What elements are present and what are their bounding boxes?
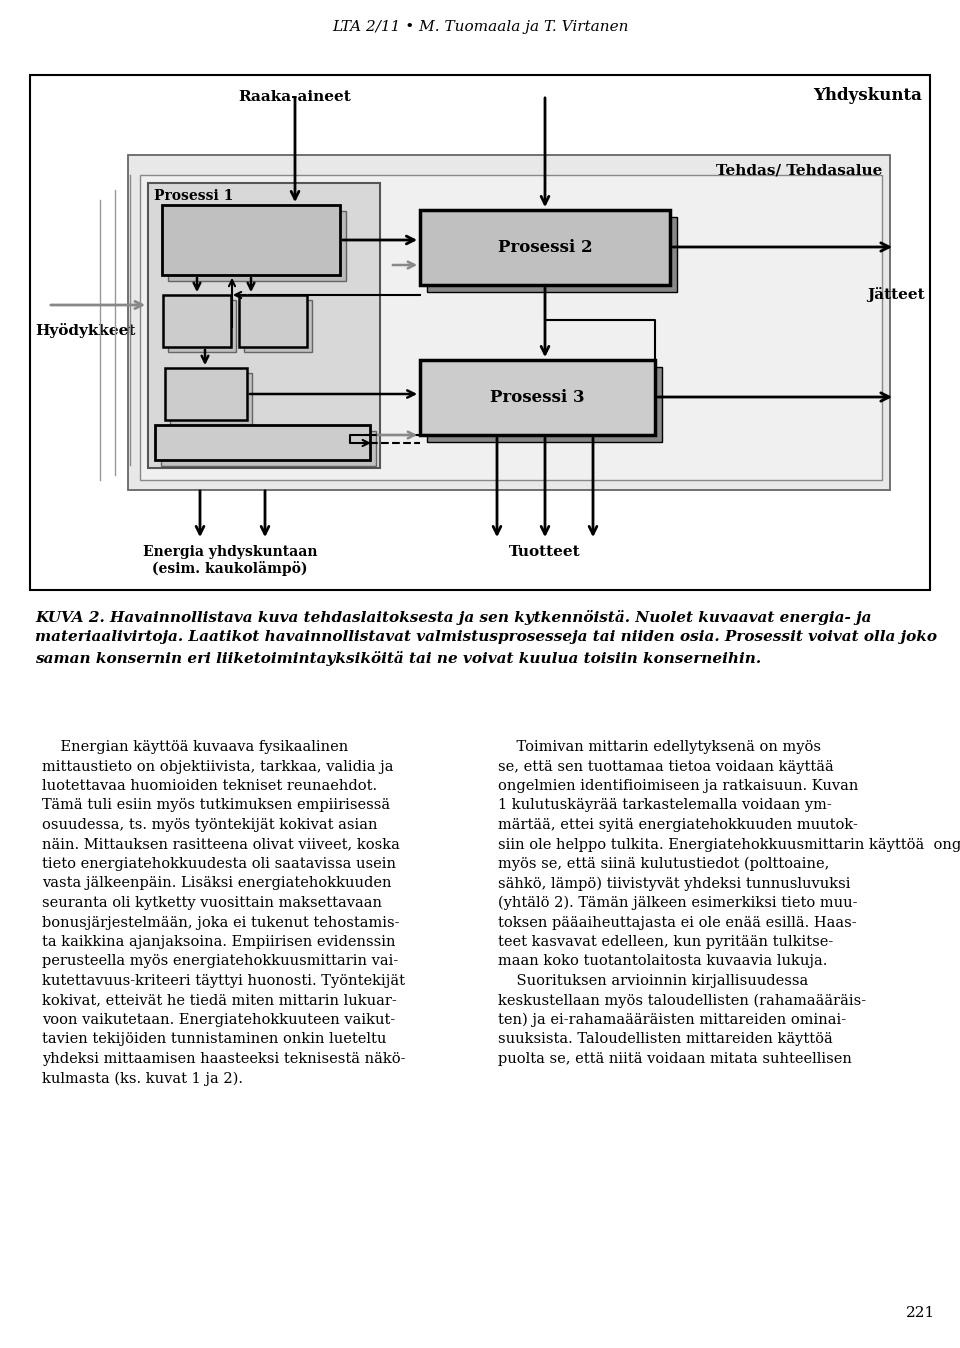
Bar (239, 295, 307, 346)
Text: puolta se, että niitä voidaan mitata suhteellisen: puolta se, että niitä voidaan mitata suh… (498, 1051, 852, 1066)
Text: Energian käyttöä kuvaava fysikaalinen: Energian käyttöä kuvaava fysikaalinen (42, 740, 348, 754)
Bar (427, 367, 662, 442)
Text: Jätteet: Jätteet (868, 287, 925, 302)
Bar (30, 75, 930, 590)
Text: maan koko tuotantolaitosta kuvaavia lukuja.: maan koko tuotantolaitosta kuvaavia luku… (498, 954, 828, 968)
Text: Prosessi 3: Prosessi 3 (491, 390, 585, 406)
Text: LTA 2/11 • M. Tuomaala ja T. Virtanen: LTA 2/11 • M. Tuomaala ja T. Virtanen (332, 20, 628, 34)
Bar (168, 212, 346, 280)
Text: Raaka-aineet: Raaka-aineet (239, 90, 351, 104)
Text: ongelmien identifioimiseen ja ratkaisuun. Kuvan: ongelmien identifioimiseen ja ratkaisuun… (498, 779, 858, 793)
Text: Tämä tuli esiin myös tutkimuksen empiirisessä: Tämä tuli esiin myös tutkimuksen empiiri… (42, 798, 390, 813)
Text: kulmasta (ks. kuvat 1 ja 2).: kulmasta (ks. kuvat 1 ja 2). (42, 1072, 243, 1086)
Text: Prosessi 1: Prosessi 1 (154, 189, 233, 204)
Bar (170, 373, 252, 425)
Text: Yhdyskunta: Yhdyskunta (813, 88, 922, 104)
Bar (140, 175, 882, 480)
Text: osuudessa, ts. myös työntekijät kokivat asian: osuudessa, ts. myös työntekijät kokivat … (42, 818, 377, 832)
Text: perusteella myös energiatehokkuusmittarin vai-: perusteella myös energiatehokkuusmittari… (42, 954, 398, 968)
Text: tavien tekijöiden tunnistaminen onkin lueteltu: tavien tekijöiden tunnistaminen onkin lu… (42, 1033, 386, 1046)
Bar (420, 360, 655, 435)
Text: ta kaikkina ajanjaksoina. Empiirisen evidenssin: ta kaikkina ajanjaksoina. Empiirisen evi… (42, 936, 396, 949)
Text: (yhtälö 2). Tämän jälkeen esimerkiksi tieto muu-: (yhtälö 2). Tämän jälkeen esimerkiksi ti… (498, 896, 857, 910)
Text: 1 kulutuskäyrää tarkastelemalla voidaan ym-: 1 kulutuskäyrää tarkastelemalla voidaan … (498, 798, 831, 813)
Bar (168, 301, 236, 352)
Text: Toimivan mittarin edellytyksenä on myös: Toimivan mittarin edellytyksenä on myös (498, 740, 821, 754)
Text: myös se, että siinä kulutustiedot (polttoaine,: myös se, että siinä kulutustiedot (poltt… (498, 857, 829, 871)
Bar (161, 431, 376, 466)
Text: kutettavuus-kriteeri täyttyi huonosti. Työntekijät: kutettavuus-kriteeri täyttyi huonosti. T… (42, 975, 405, 988)
Text: luotettavaa huomioiden tekniset reunaehdot.: luotettavaa huomioiden tekniset reunaehd… (42, 779, 377, 793)
Text: sähkö, lämpö) tiivistyvät yhdeksi tunnusluvuksi: sähkö, lämpö) tiivistyvät yhdeksi tunnus… (498, 876, 851, 891)
Text: siin ole helppo tulkita. Energiatehokkuusmittarin käyttöä  ongelmanratkaisijana : siin ole helppo tulkita. Energiatehokkuu… (498, 837, 960, 852)
Text: Suorituksen arvioinnin kirjallisuudessa: Suorituksen arvioinnin kirjallisuudessa (498, 975, 808, 988)
Text: ten) ja ei-rahamaääräisten mittareiden ominai-: ten) ja ei-rahamaääräisten mittareiden o… (498, 1012, 846, 1027)
Text: märtää, ettei syitä energiatehokkuuden muutok-: märtää, ettei syitä energiatehokkuuden m… (498, 818, 858, 832)
Text: Tuotteet: Tuotteet (509, 545, 581, 559)
Text: yhdeksi mittaamisen haasteeksi teknisestä näkö-: yhdeksi mittaamisen haasteeksi teknisest… (42, 1051, 405, 1066)
Text: suuksista. Taloudellisten mittareiden käyttöä: suuksista. Taloudellisten mittareiden kä… (498, 1033, 832, 1046)
Text: Prosessi 2: Prosessi 2 (497, 239, 592, 256)
Text: Hyödykkeet: Hyödykkeet (35, 322, 135, 337)
Bar (128, 155, 890, 491)
Text: 221: 221 (905, 1306, 935, 1320)
Text: toksen pääaiheuttajasta ei ole enää esillä. Haas-: toksen pääaiheuttajasta ei ole enää esil… (498, 915, 856, 930)
Bar (165, 368, 247, 421)
Bar (162, 205, 340, 275)
Bar (155, 425, 370, 460)
Text: bonusjärjestelmään, joka ei tukenut tehostamis-: bonusjärjestelmään, joka ei tukenut teho… (42, 915, 399, 930)
Text: mittaustieto on objektiivista, tarkkaa, validia ja: mittaustieto on objektiivista, tarkkaa, … (42, 759, 394, 774)
Text: tieto energiatehokkuudesta oli saatavissa usein: tieto energiatehokkuudesta oli saataviss… (42, 857, 396, 871)
Bar (148, 183, 380, 468)
Bar (244, 301, 312, 352)
Bar (427, 217, 677, 293)
Text: Energia yhdyskuntaan
(esim. kaukolämpö): Energia yhdyskuntaan (esim. kaukolämpö) (143, 545, 317, 577)
Text: voon vaikutetaan. Energiatehokkuuteen vaikut-: voon vaikutetaan. Energiatehokkuuteen va… (42, 1012, 396, 1027)
Bar (163, 295, 231, 346)
Text: se, että sen tuottamaa tietoa voidaan käyttää: se, että sen tuottamaa tietoa voidaan kä… (498, 759, 833, 774)
Text: teet kasvavat edelleen, kun pyritään tulkitse-: teet kasvavat edelleen, kun pyritään tul… (498, 936, 833, 949)
Text: KUVA 2. Havainnollistava kuva tehdaslaitoksesta ja sen kytkennöistä. Nuolet kuva: KUVA 2. Havainnollistava kuva tehdaslait… (35, 611, 937, 666)
Text: vasta jälkeenpäin. Lisäksi energiatehokkuuden: vasta jälkeenpäin. Lisäksi energiatehokk… (42, 876, 392, 891)
Bar (420, 210, 670, 284)
Text: näin. Mittauksen rasitteena olivat viiveet, koska: näin. Mittauksen rasitteena olivat viive… (42, 837, 400, 852)
Text: kokivat, etteivät he tiedä miten mittarin lukuar-: kokivat, etteivät he tiedä miten mittari… (42, 993, 396, 1007)
Text: seuranta oli kytketty vuosittain maksettavaan: seuranta oli kytketty vuosittain maksett… (42, 896, 382, 910)
Text: Tehdas/ Tehdasalue: Tehdas/ Tehdasalue (715, 163, 882, 177)
Text: keskustellaan myös taloudellisten (rahamaääräis-: keskustellaan myös taloudellisten (raham… (498, 993, 866, 1008)
